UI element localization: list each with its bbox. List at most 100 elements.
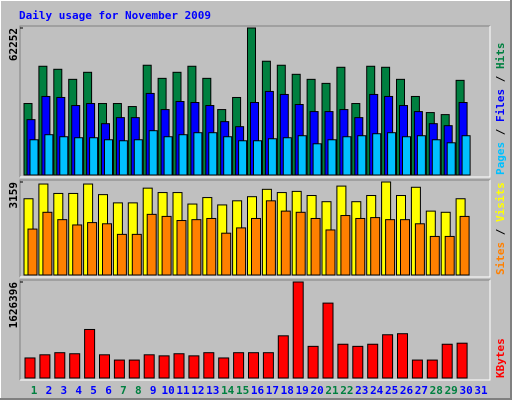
bar (340, 215, 351, 276)
bar (400, 219, 410, 276)
chart-title: Daily usage for November 2009 (19, 9, 211, 22)
bar (72, 224, 83, 276)
bar (44, 134, 54, 176)
bar (411, 359, 423, 379)
bar (173, 353, 185, 379)
legend-entry: Sites (494, 242, 507, 275)
x-tick-label: 25 (385, 384, 398, 397)
bar (426, 359, 438, 379)
bar (327, 139, 337, 176)
bar (342, 136, 352, 176)
bar (456, 342, 468, 379)
bar (218, 357, 230, 379)
bar (163, 136, 173, 176)
bar (131, 233, 142, 276)
panel-light (20, 180, 491, 278)
bar (253, 140, 262, 176)
bar (191, 219, 202, 276)
x-tick-label: 1 (31, 384, 38, 397)
bar (84, 328, 96, 379)
bar (158, 355, 170, 379)
bar (233, 352, 245, 379)
bar (102, 223, 112, 276)
bar (382, 334, 394, 379)
bar (208, 132, 218, 176)
bar (29, 139, 39, 176)
bar (372, 133, 382, 176)
bar (118, 140, 128, 176)
bar (57, 219, 68, 276)
bar (113, 359, 125, 379)
bar (203, 352, 215, 379)
bar (297, 135, 307, 176)
bar (280, 210, 291, 276)
bar (27, 228, 38, 276)
x-tick-label: 23 (355, 384, 368, 397)
bar (148, 130, 158, 176)
bar (24, 357, 36, 379)
legend-entry: KBytes (494, 338, 507, 378)
legend: KBytes (494, 338, 507, 378)
bar (128, 359, 140, 379)
bar (441, 343, 453, 379)
bar (146, 213, 157, 276)
bar (414, 223, 425, 276)
bar (178, 134, 188, 176)
legend-separator: / (494, 69, 507, 89)
legend-separator: / (494, 122, 507, 142)
x-tick-label: 29 (445, 384, 458, 397)
bar (221, 232, 232, 276)
bar (206, 217, 217, 276)
bar (397, 333, 408, 379)
x-tick-label: 19 (296, 384, 309, 397)
bar (292, 281, 304, 379)
y-tick-label: 3159 (7, 182, 20, 209)
legend-entry: Hits (494, 43, 507, 70)
bar (446, 142, 456, 176)
legend-entry: Files (494, 89, 507, 122)
bar (265, 200, 276, 276)
bar (99, 354, 110, 379)
x-tick-label: 28 (430, 384, 443, 397)
bar (325, 229, 336, 276)
bar (385, 219, 396, 276)
x-tick-label: 11 (176, 384, 190, 397)
bar (402, 136, 411, 176)
bar (74, 137, 84, 176)
x-tick-label: 18 (281, 384, 294, 397)
panel-light (20, 26, 491, 178)
x-tick-label: 6 (105, 384, 112, 397)
bar (193, 132, 203, 176)
y-tick-label: 1626396 (7, 282, 20, 329)
bar (461, 135, 471, 176)
legend: Sites / Visits (494, 182, 507, 275)
bar (223, 136, 233, 176)
bar (277, 335, 289, 379)
y-tick-label: 62252 (7, 28, 20, 61)
bar (39, 354, 51, 379)
bar (367, 343, 379, 379)
bar (42, 211, 53, 276)
x-tick-label: 5 (90, 384, 97, 397)
bar (429, 235, 440, 276)
bar (357, 135, 367, 176)
bar (307, 345, 319, 379)
bar (176, 220, 187, 276)
x-tick-label: 17 (266, 384, 279, 397)
panel-light (20, 280, 491, 381)
x-tick-label: 10 (161, 384, 174, 397)
bar (352, 345, 364, 379)
bar (444, 235, 455, 276)
x-tick-label: 20 (310, 384, 323, 397)
panel-dark (19, 25, 490, 177)
legend: Pages / Files / Hits (494, 43, 507, 176)
bar (431, 139, 441, 176)
bar (322, 302, 334, 379)
x-tick-label: 22 (340, 384, 353, 397)
bar (312, 143, 322, 176)
bar (188, 355, 200, 379)
legend-entry: Visits (494, 182, 507, 222)
x-tick-label: 27 (415, 384, 428, 397)
x-tick-label: 14 (221, 384, 235, 397)
